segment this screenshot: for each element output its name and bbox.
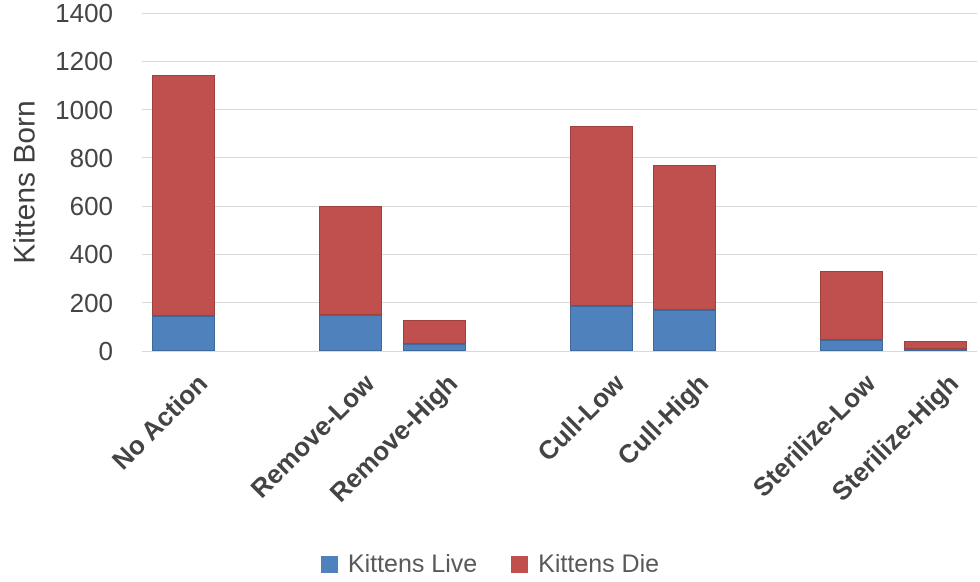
bar-cull-high: [653, 165, 717, 351]
plot-area: [142, 12, 977, 352]
bar-remove-high: [402, 319, 466, 351]
bar-remove-low: [319, 206, 383, 351]
bar-segment-cull-low-kittens-die: [569, 126, 633, 307]
x-axis-category-label-no-action: No Action: [105, 368, 213, 476]
bar-cull-low: [569, 126, 633, 351]
bar-segment-remove-low-kittens-die: [319, 206, 383, 315]
legend-item-kittens-live: Kittens Live: [320, 550, 478, 579]
gridline-200: [142, 302, 977, 304]
y-axis-tick-label-400: 400: [69, 239, 113, 270]
bar-segment-cull-high-kittens-live: [653, 309, 717, 351]
legend-label-kittens-die: Kittens Die: [538, 550, 660, 578]
y-axis-tick-label-1000: 1000: [55, 94, 113, 125]
y-axis-tick-label-200: 200: [69, 287, 113, 318]
bar-segment-sterilize-low-kittens-die: [820, 271, 884, 341]
y-axis-tick-label-800: 800: [69, 142, 113, 173]
bar-segment-no-action-kittens-live: [152, 316, 216, 351]
legend-label-kittens-live: Kittens Live: [347, 550, 478, 578]
bar-sterilize-high: [903, 341, 967, 351]
y-axis-tick-label-0: 0: [98, 336, 113, 366]
gridline-1400: [142, 12, 977, 14]
bar-segment-remove-high-kittens-die: [402, 319, 466, 344]
bar-segment-sterilize-high-kittens-die: [903, 341, 967, 349]
bar-segment-no-action-kittens-die: [152, 74, 216, 316]
x-axis-category-label-cull-high: Cull-High: [611, 368, 714, 471]
gridline-400: [142, 253, 977, 255]
bar-segment-remove-low-kittens-live: [319, 314, 383, 351]
bar-segment-sterilize-high-kittens-live: [903, 348, 967, 351]
y-axis-tick-label-600: 600: [69, 191, 113, 222]
bar-sterilize-low: [820, 271, 884, 351]
legend-item-kittens-die: Kittens Die: [511, 550, 659, 579]
bar-segment-sterilize-low-kittens-live: [820, 340, 884, 351]
bar-segment-remove-high-kittens-live: [402, 343, 466, 351]
gridline-800: [142, 157, 977, 159]
legend-swatch-kittens-die: [511, 556, 529, 573]
gridline-1000: [142, 109, 977, 111]
gridline-600: [142, 205, 977, 207]
gridline-0: [142, 350, 977, 352]
y-axis-title: Kittens Born: [9, 100, 43, 264]
gridline-1200: [142, 60, 977, 62]
y-axis-tick-label-1400: 1400: [55, 0, 113, 28]
legend: Kittens Live Kittens Die: [0, 550, 980, 579]
bar-no-action: [152, 74, 216, 351]
y-axis-tick-label-1200: 1200: [55, 46, 113, 77]
legend-swatch-kittens-live: [320, 556, 338, 573]
bar-segment-cull-low-kittens-live: [569, 306, 633, 351]
bar-segment-cull-high-kittens-die: [653, 165, 717, 310]
